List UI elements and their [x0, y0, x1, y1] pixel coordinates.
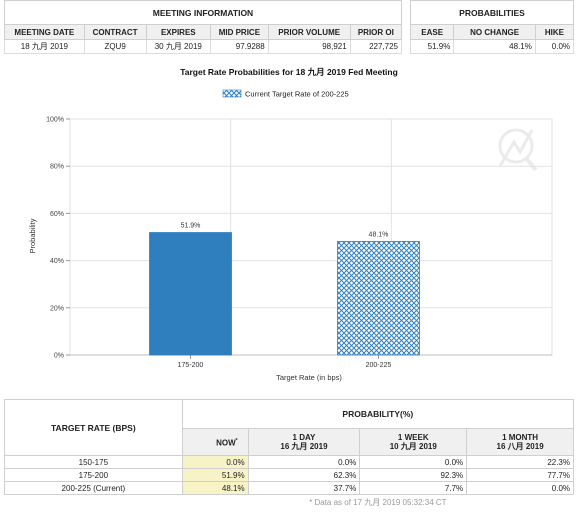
- col-1-day: 1 DAY 16 九月 2019: [247, 428, 361, 456]
- y-tick-label: 40%: [50, 258, 64, 265]
- chart-grid: [66, 118, 553, 359]
- row-now: 51.9%: [181, 468, 249, 482]
- col-1-month-date: 16 八月 2019: [496, 442, 544, 451]
- cell-prior-oi: 227,725: [349, 39, 403, 54]
- target-rate-header: TARGET RATE (BPS): [4, 399, 183, 456]
- col-1-month-label: 1 MONTH: [502, 433, 539, 442]
- bar-175-200: [149, 232, 232, 356]
- row-1-week: 92.3%: [359, 468, 468, 482]
- chart-title: Target Rate Probabilities for 18 九月 2019…: [180, 67, 398, 77]
- legend-label: Current Target Rate of 200-225: [245, 90, 349, 99]
- top-tables: MEETING INFORMATION MEETING DATE CONTRAC…: [4, 0, 575, 56]
- y-tick-label: 20%: [50, 305, 64, 312]
- meeting-information-table: MEETING INFORMATION MEETING DATE CONTRAC…: [4, 0, 403, 54]
- table-row: 150-175 0.0% 0.0% 0.0% 22.3%: [4, 455, 574, 469]
- data-timestamp-footnote: * Data as of 17 九月 2019 05:32:34 CT: [309, 497, 447, 507]
- row-1-week: 7.7%: [359, 481, 468, 495]
- col-contract: CONTRACT: [83, 24, 147, 40]
- col-prior-volume: PRIOR VOLUME: [267, 24, 351, 40]
- probabilities-table: PROBABILITIES EASE NO CHANGE HIKE 51.9% …: [409, 0, 575, 54]
- row-1-month: 22.3%: [466, 455, 574, 469]
- chart-area: Target Rate Probabilities for 18 九月 2019…: [4, 58, 574, 396]
- probability-history-table: TARGET RATE (BPS) PROBABILITY(%) NOW* 1 …: [4, 399, 575, 509]
- bar-value-label: 48.1%: [369, 231, 389, 238]
- cell-no-change: 48.1%: [453, 39, 536, 54]
- chart-labels: 0% 20% 40% 60% 80% 100% 51.9% 175-200 48.1% 200-2…: [46, 117, 391, 370]
- cell-expires: 30 九月 2019: [145, 39, 212, 54]
- plot-frame: [69, 118, 553, 356]
- chart-bars: [149, 232, 420, 356]
- table-row: 175-200 51.9% 62.3% 92.3% 77.7%: [4, 468, 574, 482]
- target-rate-chart: Target Rate Probabilities for 18 九月 2019…: [28, 67, 553, 382]
- bar-200-225: [337, 241, 420, 356]
- row-rate: 175-200: [4, 468, 183, 482]
- probability-history-panel: TARGET RATE (BPS) PROBABILITY(%) NOW* 1 …: [4, 399, 575, 509]
- col-ease: EASE: [409, 24, 455, 40]
- cell-ease: 51.9%: [409, 39, 455, 54]
- row-1-day: 0.0%: [247, 455, 361, 469]
- cell-hike: 0.0%: [534, 39, 575, 54]
- row-1-day: 62.3%: [247, 468, 361, 482]
- col-1-day-date: 16 九月 2019: [280, 442, 328, 451]
- row-rate: 150-175: [4, 455, 183, 469]
- y-tick-label: 100%: [46, 117, 64, 124]
- x-tick-label: 175-200: [178, 362, 204, 369]
- row-1-month: 0.0%: [466, 481, 574, 495]
- col-1-week: 1 WEEK 10 九月 2019: [359, 428, 468, 456]
- row-1-month: 77.7%: [466, 468, 574, 482]
- probability-header: PROBABILITY(%): [181, 399, 575, 429]
- cell-mid-price: 97.9288: [210, 39, 269, 54]
- col-no-change: NO CHANGE: [453, 24, 536, 40]
- watermark-logo: [498, 128, 538, 172]
- x-axis-label: Target Rate (in bps): [276, 373, 342, 382]
- col-1-week-date: 10 九月 2019: [389, 442, 437, 451]
- row-now: 48.1%: [181, 481, 249, 495]
- y-axis-label: Probability: [28, 218, 37, 253]
- y-tick-label: 0%: [54, 353, 64, 360]
- col-meeting-date: MEETING DATE: [4, 24, 85, 40]
- meeting-information-title: MEETING INFORMATION: [4, 0, 402, 25]
- col-1-month: 1 MONTH 16 八月 2019: [466, 428, 574, 456]
- probabilities-title: PROBABILITIES: [410, 0, 574, 25]
- col-mid-price: MID PRICE: [210, 24, 269, 40]
- chart-legend: Current Target Rate of 200-225: [222, 89, 349, 99]
- legend-swatch: [222, 89, 242, 98]
- cell-prior-volume: 98,921: [267, 39, 351, 54]
- col-prior-oi: PRIOR OI: [349, 24, 403, 40]
- y-tick-label: 60%: [50, 211, 64, 218]
- row-rate: 200-225 (Current): [4, 481, 183, 495]
- x-tick-label: 200-225: [366, 362, 392, 369]
- row-now: 0.0%: [181, 455, 249, 469]
- col-1-week-label: 1 WEEK: [397, 433, 429, 442]
- col-hike: HIKE: [534, 24, 575, 40]
- row-1-week: 0.0%: [359, 455, 468, 469]
- col-1-day-label: 1 DAY: [292, 433, 316, 442]
- cell-meeting-date: 18 九月 2019: [4, 39, 85, 54]
- col-now: NOW*: [181, 428, 249, 456]
- cell-contract: ZQU9: [83, 39, 147, 54]
- now-footnote-mark: *: [235, 437, 238, 444]
- y-tick-label: 80%: [50, 164, 64, 171]
- col-expires: EXPIRES: [145, 24, 212, 40]
- row-1-day: 37.7%: [247, 481, 361, 495]
- table-row: 200-225 (Current) 48.1% 37.7% 7.7% 0.0%: [4, 481, 574, 495]
- bar-value-label: 51.9%: [181, 223, 201, 230]
- col-now-label: NOW: [216, 438, 236, 448]
